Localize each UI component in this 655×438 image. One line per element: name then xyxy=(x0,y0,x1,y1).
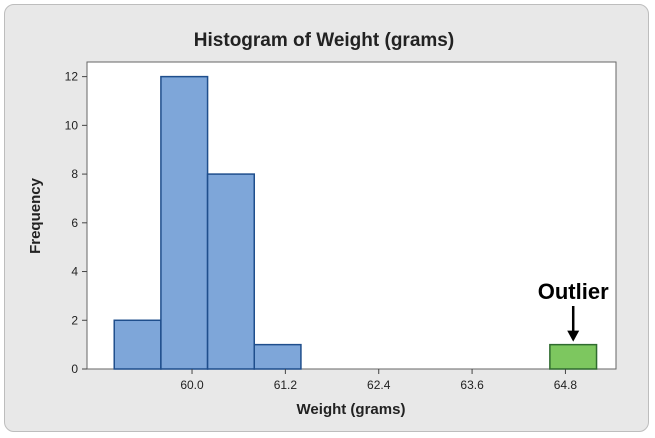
histogram-bar-2 xyxy=(206,173,256,370)
y-tick-label: 2 xyxy=(71,313,78,327)
chart-title: Histogram of Weight (grams) xyxy=(194,30,454,51)
y-axis-label: Frequency xyxy=(27,177,44,254)
x-tick-label: 62.4 xyxy=(367,378,391,392)
x-axis: 60.0 61.2 62.4 63.6 64.8 xyxy=(180,369,577,392)
x-tick-label: 64.8 xyxy=(554,378,578,392)
y-tick-label: 0 xyxy=(71,362,78,376)
histogram-bar-outlier xyxy=(549,343,598,370)
outlier-annotation: Outlier xyxy=(538,279,609,342)
y-tick-label: 6 xyxy=(71,216,78,230)
x-tick-label: 60.0 xyxy=(180,378,204,392)
x-axis-label: Weight (grams) xyxy=(297,401,406,418)
y-tick-label: 10 xyxy=(65,118,79,132)
outlier-arrow-head xyxy=(567,330,580,342)
x-tick-label: 61.2 xyxy=(274,378,298,392)
histogram-bar-0 xyxy=(113,319,162,370)
histogram-bar-3 xyxy=(253,343,302,370)
y-axis: 0 2 4 6 8 10 12 xyxy=(65,70,87,376)
histogram-bar-1 xyxy=(160,75,209,370)
outlier-label: Outlier xyxy=(538,279,609,304)
x-tick-label: 63.6 xyxy=(460,378,484,392)
y-tick-label: 12 xyxy=(65,70,79,84)
histogram-bars xyxy=(113,75,598,370)
y-tick-label: 8 xyxy=(71,167,78,181)
y-tick-label: 4 xyxy=(71,265,78,279)
